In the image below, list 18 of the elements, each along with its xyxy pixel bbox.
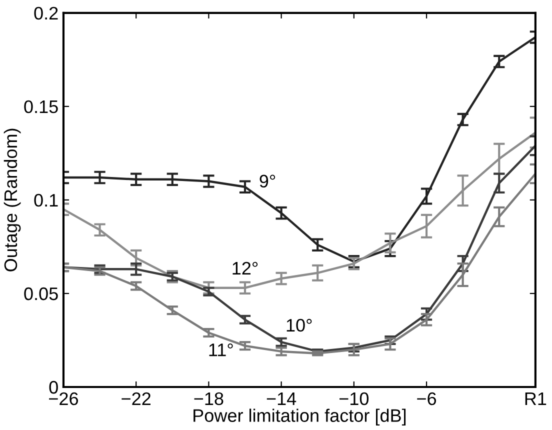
series-label: 11° [209,343,233,356]
x-tick-label: −22 [122,392,150,405]
y-tick-label: 0.05 [24,287,58,300]
x-tick-label: R1 [525,392,546,405]
series-label: 9° [260,174,276,188]
series-label: 10° [286,318,312,332]
x-axis-title: Power limitation factor [dB] [194,408,406,426]
x-tick-label: −10 [339,392,369,406]
y-axis-title: Outage (Random) [4,128,21,272]
y-tick-label: 0 [49,380,58,394]
y-tick-label: 0.1 [34,194,58,207]
y-tick-label: 0.2 [34,6,58,20]
x-tick-label: −6 [417,392,436,406]
x-tick-label: −14 [266,392,296,405]
x-tick-label: −18 [194,392,224,406]
series-label: 12° [232,262,258,274]
x-tick-label: −26 [49,392,78,406]
y-tick-label: 0.15 [24,100,58,114]
